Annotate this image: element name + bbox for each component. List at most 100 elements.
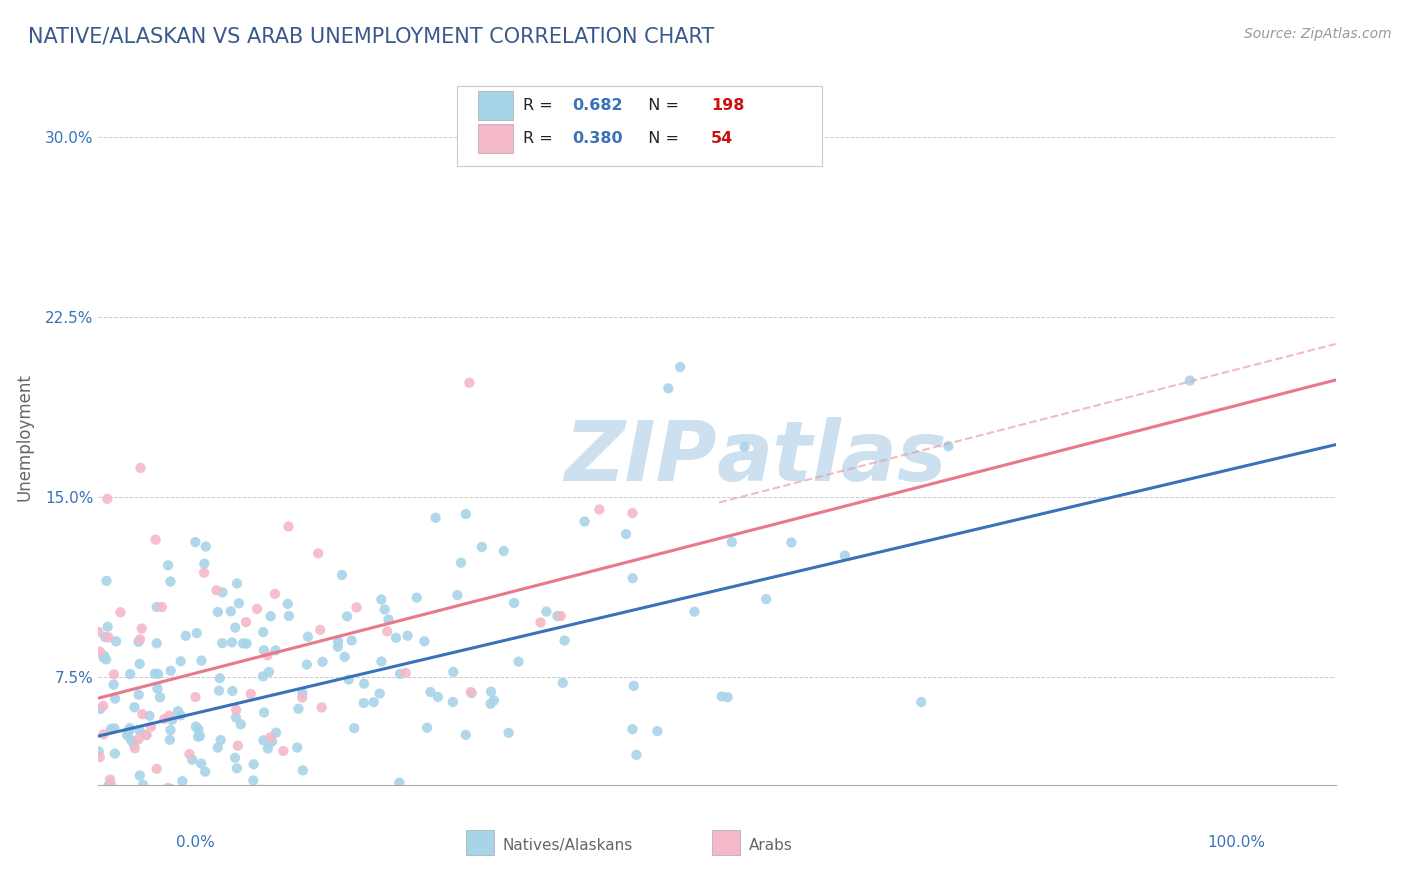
Point	[297, 630, 319, 644]
Point	[389, 666, 412, 681]
Point	[89, 702, 111, 716]
Point	[128, 723, 150, 738]
Point	[621, 506, 644, 520]
Point	[127, 802, 149, 816]
Point	[184, 720, 207, 734]
Point	[536, 605, 558, 619]
Point	[295, 657, 318, 672]
Point	[120, 802, 142, 816]
Point	[229, 717, 252, 731]
Point	[588, 502, 610, 516]
Point	[129, 460, 152, 475]
Point	[97, 630, 120, 644]
Bar	[478, 91, 513, 120]
Point	[194, 540, 217, 554]
Point	[235, 637, 257, 651]
Point	[138, 708, 160, 723]
Point	[139, 802, 162, 816]
Point	[194, 764, 217, 779]
Point	[479, 697, 502, 711]
Point	[222, 802, 245, 816]
Text: Source: ZipAtlas.com: Source: ZipAtlas.com	[1244, 27, 1392, 41]
Point	[336, 802, 359, 816]
Point	[153, 712, 176, 726]
Point	[157, 558, 180, 573]
Point	[96, 491, 118, 506]
Point	[257, 665, 280, 679]
Point	[621, 571, 644, 585]
Point	[370, 592, 392, 607]
Point	[834, 549, 856, 563]
Point	[211, 585, 233, 599]
Text: atlas: atlas	[717, 417, 948, 499]
Point	[508, 655, 530, 669]
Point	[207, 740, 229, 755]
Point	[221, 635, 243, 649]
Point	[177, 802, 200, 816]
Point	[460, 686, 482, 700]
Point	[205, 802, 228, 816]
Point	[225, 761, 247, 775]
Point	[159, 781, 181, 796]
Point	[551, 676, 574, 690]
Point	[159, 723, 181, 737]
Point	[208, 671, 231, 685]
Point	[311, 700, 333, 714]
Point	[100, 722, 122, 736]
Point	[128, 732, 150, 747]
Point	[187, 730, 209, 744]
Point	[193, 557, 215, 571]
Point	[188, 729, 211, 743]
Point	[260, 734, 283, 748]
Point	[235, 615, 257, 629]
Point	[446, 588, 468, 602]
Y-axis label: Unemployment: Unemployment	[15, 373, 34, 501]
Point	[193, 566, 215, 580]
Point	[96, 574, 118, 588]
Point	[120, 667, 142, 681]
Text: 0.0%: 0.0%	[176, 836, 215, 850]
Text: R =: R =	[523, 131, 558, 146]
Point	[546, 609, 568, 624]
Point	[211, 786, 233, 800]
Point	[443, 802, 465, 816]
Point	[238, 802, 260, 816]
Point	[191, 802, 214, 816]
Point	[370, 655, 392, 669]
Point	[124, 741, 146, 756]
Point	[124, 700, 146, 714]
Point	[910, 695, 932, 709]
Point	[264, 587, 287, 601]
Point	[132, 778, 155, 792]
Point	[396, 629, 419, 643]
Point	[309, 623, 332, 637]
Point	[221, 684, 243, 698]
Point	[647, 724, 669, 739]
Point	[626, 747, 648, 762]
Point	[353, 676, 375, 690]
Point	[385, 631, 408, 645]
Point	[112, 802, 135, 816]
Point	[458, 376, 481, 390]
Point	[128, 688, 150, 702]
Point	[172, 802, 194, 816]
Point	[181, 753, 204, 767]
Text: 0.682: 0.682	[572, 98, 623, 112]
Point	[97, 802, 120, 816]
Point	[187, 723, 209, 737]
Point	[450, 556, 472, 570]
Point	[89, 645, 111, 659]
Point	[333, 649, 356, 664]
Point	[375, 624, 398, 639]
Point	[326, 640, 349, 654]
Point	[326, 802, 349, 816]
Point	[336, 609, 359, 624]
Point	[277, 519, 299, 533]
FancyBboxPatch shape	[457, 86, 823, 166]
Text: 0.380: 0.380	[572, 131, 623, 146]
Point	[311, 655, 333, 669]
Point	[103, 678, 125, 692]
Point	[91, 698, 114, 713]
Point	[388, 775, 411, 789]
Point	[89, 802, 111, 816]
